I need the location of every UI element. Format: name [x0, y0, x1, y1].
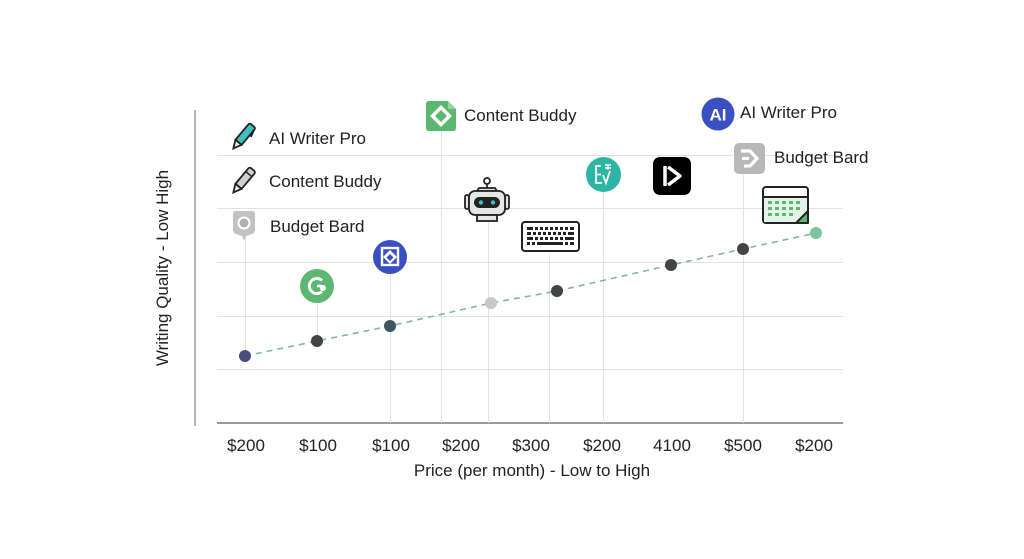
gridline	[217, 369, 843, 370]
blue-diamond-logo-icon	[373, 240, 407, 274]
ai-badge-icon: AI	[701, 97, 735, 131]
pencil-icon	[228, 164, 258, 198]
green-circle-g-icon	[300, 269, 334, 303]
x-tick-label: $200	[583, 436, 621, 455]
location-pin-icon	[229, 210, 259, 242]
calendar-spreadsheet-icon	[762, 186, 810, 225]
stem-line	[245, 238, 246, 356]
legend-label-budget-bard: Budget Bard	[270, 217, 365, 236]
y-axis-line	[194, 110, 196, 426]
legend-label-ai-writer-pro-right: AI Writer Pro	[740, 103, 837, 122]
black-play-logo-icon	[653, 157, 691, 195]
data-point	[485, 297, 497, 309]
gridline	[217, 316, 843, 317]
svg-text:AI: AI	[710, 106, 727, 125]
data-point	[551, 285, 563, 297]
stem-line	[743, 172, 744, 423]
legend-label-content-buddy: Content Buddy	[269, 172, 382, 191]
x-tick-label: $200	[795, 436, 833, 455]
x-axis-line	[217, 422, 843, 424]
data-point	[810, 227, 822, 239]
data-point	[665, 259, 677, 271]
data-point	[239, 350, 251, 362]
stem-line	[317, 300, 318, 341]
stem-line	[441, 130, 442, 423]
data-point	[384, 320, 396, 332]
x-tick-label: $200	[442, 436, 480, 455]
x-tick-label: $100	[372, 436, 410, 455]
stem-line	[390, 272, 391, 423]
legend-label-budget-bard-right: Budget Bard	[774, 148, 869, 167]
gridline	[217, 208, 843, 209]
gridline	[217, 155, 843, 156]
x-tick-label: $300	[512, 436, 550, 455]
x-tick-label: $500	[724, 436, 762, 455]
x-axis-title: Price (per month) - Low to High	[413, 461, 651, 480]
stem-line	[603, 192, 604, 423]
x-tick-label: $100	[299, 436, 337, 455]
gray-arrow-icon	[734, 143, 765, 174]
keyboard-icon	[521, 221, 580, 252]
pen-icon	[228, 120, 258, 154]
y-axis-title: Writing Quality - Low High	[153, 169, 172, 367]
stem-line	[549, 254, 550, 423]
data-point	[737, 243, 749, 255]
legend-label-ai-writer-pro: AI Writer Pro	[269, 129, 366, 148]
stem-line	[488, 222, 489, 423]
robot-icon	[461, 177, 513, 223]
x-tick-label: 4100	[653, 436, 691, 455]
legend-label-content-buddy-top: Content Buddy	[464, 106, 577, 125]
data-point	[311, 335, 323, 347]
gridline	[217, 262, 843, 263]
green-diamond-doc-icon	[426, 101, 456, 131]
x-tick-label: $200	[227, 436, 265, 455]
teal-document-edit-icon	[586, 157, 621, 192]
